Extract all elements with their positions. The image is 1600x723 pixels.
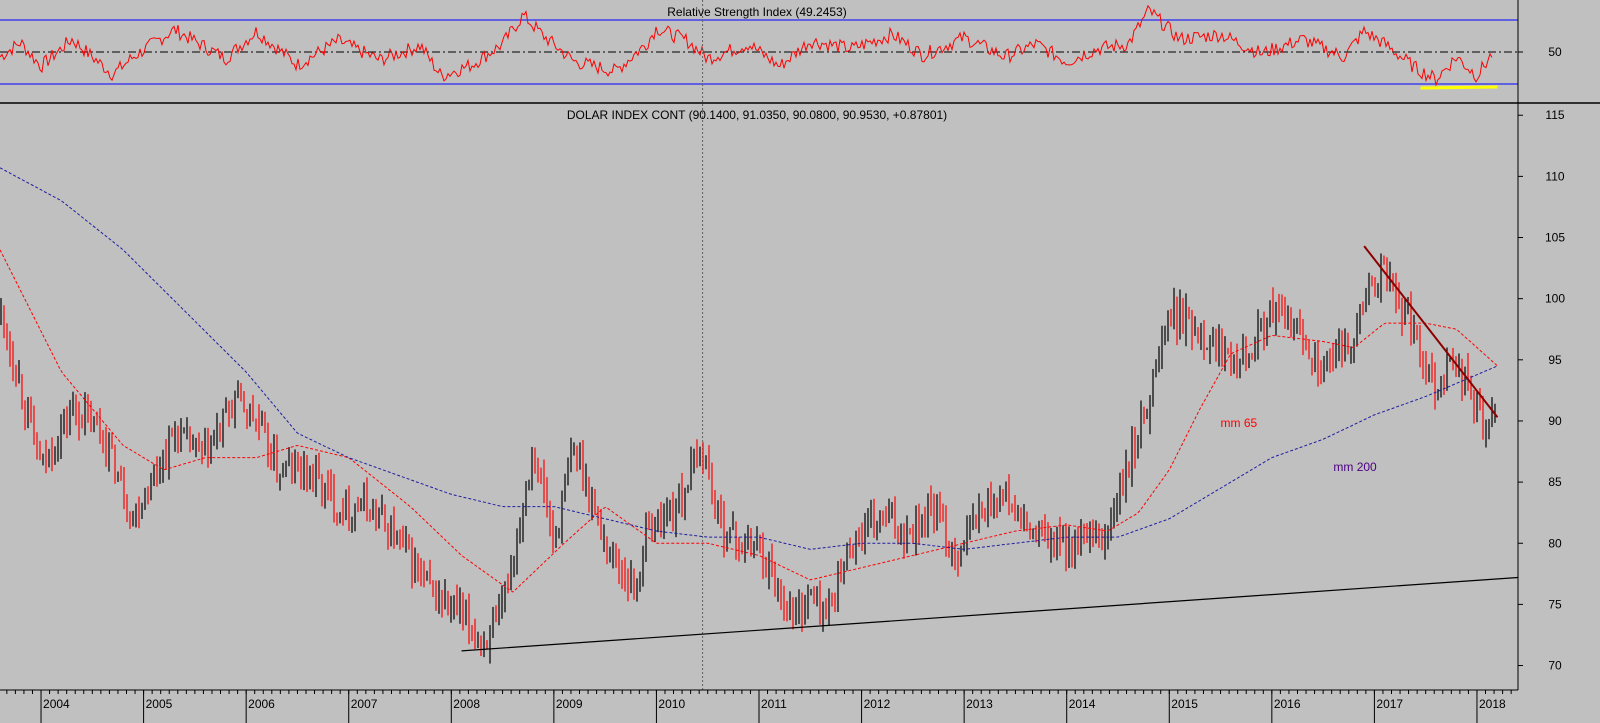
price-y-tick-label: 95 [1548,353,1562,367]
price-y-tick-label: 115 [1545,108,1564,122]
x-tick-label: 2008 [453,697,480,711]
x-tick-label: 2011 [761,697,787,711]
moving-average-line-1 [0,249,1498,593]
price-title: DOLAR INDEX CONT (90.1400, 91.0350, 90.0… [567,108,947,122]
rsi-line [0,4,1493,87]
x-tick-label: 2004 [43,697,70,711]
x-tick-label: 2017 [1376,697,1403,711]
price-y-tick-label: 110 [1545,169,1564,183]
trendline-1 [461,576,1519,652]
moving-average-line-2 [0,167,1498,550]
price-y-tick-label: 80 [1548,536,1562,550]
price-y-tick-label: 100 [1545,292,1565,306]
x-tick-label: 2006 [248,697,275,711]
annotation-label-2: mm 200 [1333,460,1377,474]
rsi-y-tick-label: 50 [1548,45,1562,59]
trendline-2 [1363,245,1499,418]
price-y-tick-label: 75 [1548,597,1562,611]
price-y-tick-label: 70 [1548,659,1562,673]
price-y-tick-label: 105 [1545,231,1565,245]
rsi-panel: 50 [0,0,1562,103]
x-tick-label: 2012 [864,697,891,711]
x-tick-label: 2010 [658,697,685,711]
annotation-label-1: mm 65 [1221,416,1258,430]
x-tick-label: 2007 [351,697,378,711]
rsi-highlight-mark [1420,85,1498,90]
price-panel: mm 65 mm 200 70 75 80 85 90 95 100 105 110 115 2004 2… [0,0,1565,723]
x-tick-label: 2014 [1069,697,1096,711]
x-tick-label: 2016 [1274,697,1301,711]
price-y-tick-label: 85 [1548,475,1562,489]
rsi-title: Relative Strength Index (49.2453) [667,5,846,19]
price-y-tick-label: 90 [1548,414,1562,428]
x-tick-label: 2009 [556,697,583,711]
x-tick-label: 2013 [966,697,993,711]
x-tick-label: 2015 [1171,697,1198,711]
x-tick-label: 2018 [1479,697,1506,711]
x-tick-label: 2005 [146,697,173,711]
